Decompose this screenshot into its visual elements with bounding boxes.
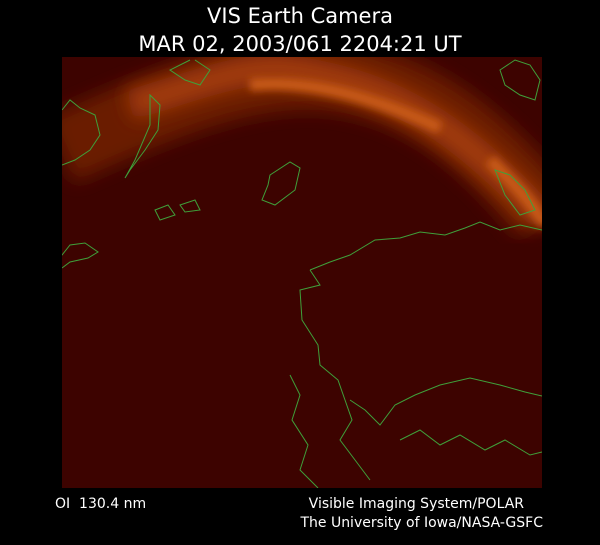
- image: [62, 57, 542, 488]
- aurora-core: [249, 77, 542, 229]
- wavelength-label: OI 130.4 nm: [55, 496, 146, 512]
- timestamp: MAR 02, 2003/061 2204:21 UT: [138, 32, 461, 56]
- coastlines: [62, 59, 542, 488]
- credit-line: Visible Imaging System/POLAR: [309, 496, 525, 512]
- credit-line: The University of Iowa/NASA-GSFC: [299, 515, 543, 531]
- title: VIS Earth Camera: [207, 4, 393, 28]
